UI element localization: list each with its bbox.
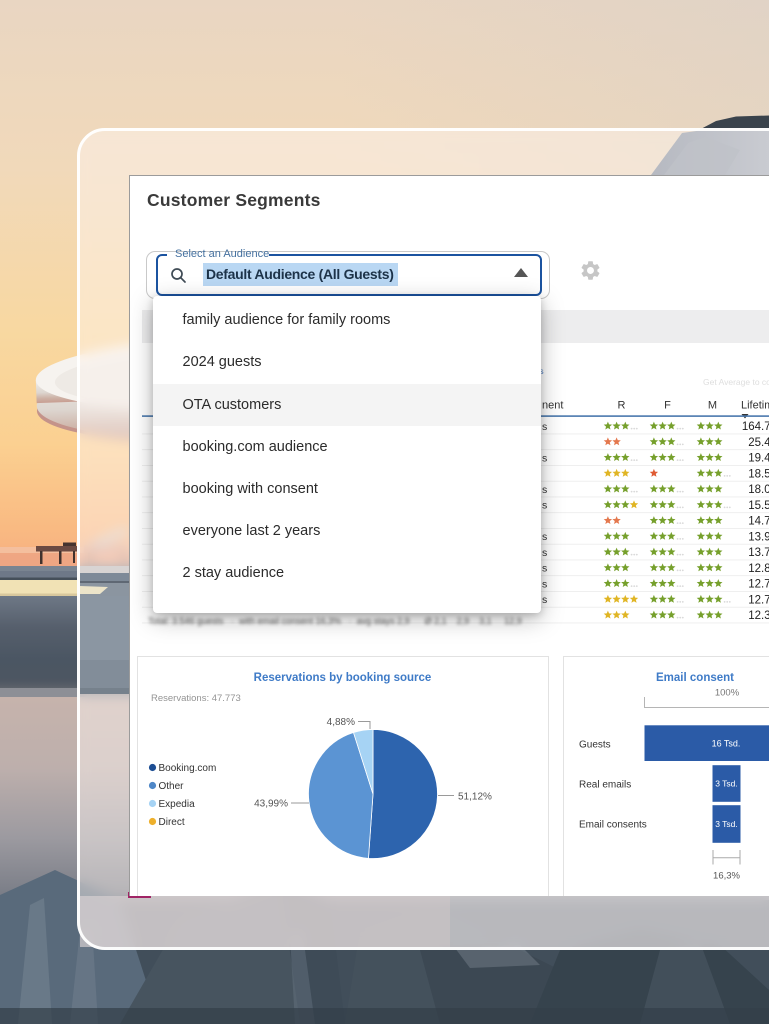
svg-text:M: M: [708, 399, 717, 411]
svg-text:Guests: Guests: [579, 739, 611, 750]
svg-text:F: F: [664, 399, 671, 411]
svg-text:16,3%: 16,3%: [713, 870, 740, 881]
svg-text:s: s: [542, 531, 547, 543]
svg-text:43,99%: 43,99%: [254, 798, 288, 809]
svg-text:Get Average to com: Get Average to com: [703, 377, 769, 387]
svg-text:Real emails: Real emails: [579, 779, 631, 790]
svg-text:Expedia: Expedia: [159, 799, 196, 810]
svg-text:12.71: 12.71: [748, 578, 769, 590]
svg-text:18.52: 18.52: [748, 468, 769, 480]
svg-text:164.76: 164.76: [742, 421, 769, 433]
svg-text:Other: Other: [159, 781, 185, 792]
svg-text:12.84: 12.84: [748, 562, 769, 574]
svg-text:15.54: 15.54: [748, 499, 769, 511]
svg-text:100%: 100%: [715, 687, 740, 698]
svg-text:13.76: 13.76: [748, 547, 769, 559]
svg-text:Direct: Direct: [159, 817, 185, 828]
svg-text:18.03: 18.03: [748, 484, 769, 496]
svg-text:Booking.com: Booking.com: [159, 763, 217, 774]
svg-text:R: R: [618, 399, 626, 411]
svg-text:s: s: [542, 452, 547, 464]
svg-text:12.35: 12.35: [748, 610, 769, 622]
svg-text:19.41: 19.41: [748, 452, 769, 464]
svg-text:s: s: [542, 578, 547, 590]
svg-text:s: s: [542, 483, 547, 495]
svg-text:13.91: 13.91: [748, 531, 769, 543]
svg-text:s: s: [542, 562, 547, 574]
svg-text:s: s: [542, 546, 547, 558]
svg-text:12.70: 12.70: [748, 594, 769, 606]
svg-text:Email consents: Email consents: [579, 819, 647, 830]
svg-text:s: s: [542, 594, 547, 606]
svg-text:Lifetime: Lifetime: [741, 399, 769, 411]
svg-text:25.42: 25.42: [748, 436, 769, 448]
svg-text:nent: nent: [542, 399, 563, 411]
svg-text:s: s: [542, 499, 547, 511]
svg-text:16 Tsd.: 16 Tsd.: [712, 738, 741, 748]
svg-text:3 Tsd.: 3 Tsd.: [715, 819, 738, 829]
svg-text:s: s: [542, 420, 547, 432]
svg-text:4,88%: 4,88%: [327, 717, 355, 728]
svg-text:51,12%: 51,12%: [458, 791, 492, 802]
svg-text:3 Tsd.: 3 Tsd.: [715, 778, 738, 788]
svg-text:14.76: 14.76: [748, 515, 769, 527]
